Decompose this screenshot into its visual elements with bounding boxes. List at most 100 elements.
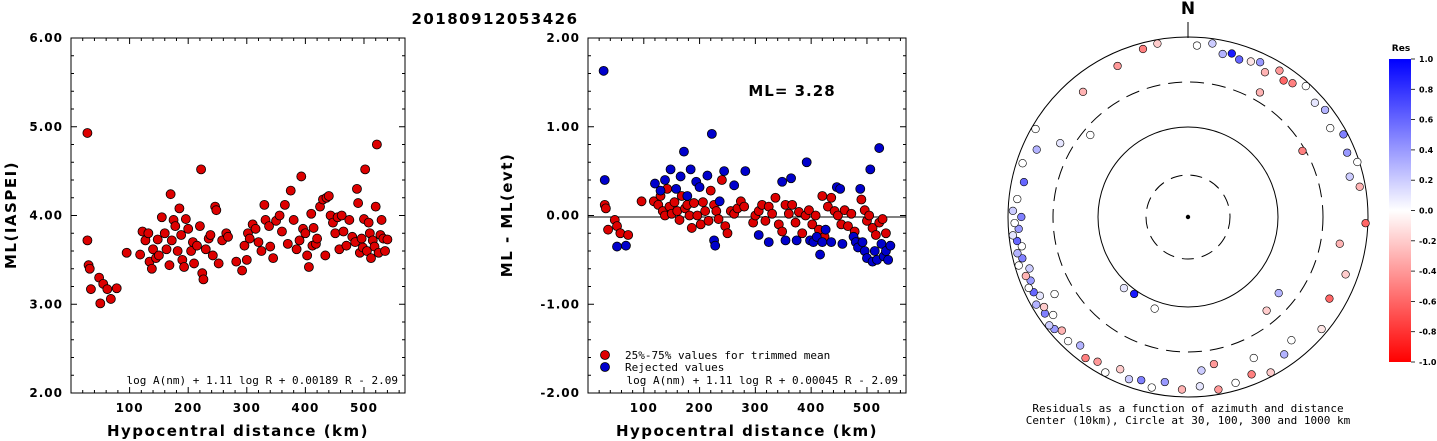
station-point (1160, 377, 1169, 387)
station-point (1279, 76, 1288, 85)
circle-100km (1097, 126, 1279, 308)
data-point (288, 215, 299, 225)
x-tick-label: 400 (291, 401, 319, 415)
station-point (1012, 236, 1022, 246)
station-point (1019, 178, 1029, 187)
data-point (817, 237, 828, 248)
ml-distance-y-label: ML(IASPEI) (2, 161, 20, 269)
residual-y-label: ML - ML(evt) (498, 153, 516, 277)
data-point (817, 191, 828, 201)
data-point (820, 224, 831, 235)
station-point (1280, 350, 1289, 359)
station-point (1310, 98, 1319, 107)
station-point (1255, 88, 1265, 97)
data-point (855, 183, 866, 194)
station-point (1147, 383, 1156, 392)
station-point (1301, 82, 1310, 91)
data-point (371, 139, 382, 150)
y-tick-label: 4.00 (29, 209, 63, 223)
station-point (1014, 261, 1023, 270)
data-point (833, 210, 843, 221)
data-point (713, 214, 724, 224)
ml-distance-panel: 2.00 3.00 4.00 5.00 6.00 100 200 300 400 500 ML(… (2, 31, 406, 440)
station-point (1050, 289, 1059, 299)
data-point (714, 196, 725, 207)
data-point (152, 234, 163, 245)
data-point (308, 223, 319, 233)
data-point (807, 219, 818, 230)
data-point (380, 246, 390, 256)
data-point (777, 176, 788, 187)
data-point (192, 240, 202, 251)
y-tick-label: -1.00 (540, 297, 580, 311)
data-point (165, 189, 176, 200)
data-point (174, 203, 185, 214)
station-point (1345, 172, 1354, 181)
x-tick-label: 300 (741, 401, 769, 415)
data-point (156, 212, 167, 223)
data-point (256, 246, 267, 256)
data-point (172, 246, 183, 256)
station-point (1119, 284, 1129, 293)
station-point (1262, 306, 1271, 315)
data-point (671, 183, 682, 194)
data-point (675, 171, 686, 182)
data-point (196, 164, 206, 175)
data-point (166, 235, 177, 246)
residual-points (598, 65, 896, 267)
station-point (1116, 365, 1125, 374)
legend-marker-rejected (600, 362, 610, 372)
residual-x-label: Hypocentral distance (km) (616, 422, 878, 440)
data-point (660, 175, 670, 185)
y-tick-label: 3.00 (29, 297, 63, 311)
epicenter-dot (1185, 214, 1191, 220)
station-point (1035, 291, 1045, 300)
station-point (1355, 182, 1364, 191)
data-point (783, 208, 794, 219)
station-point (1032, 145, 1041, 154)
data-point (205, 230, 216, 240)
data-point (797, 228, 808, 239)
figure-title: 20180912053426 (411, 10, 578, 28)
data-point (777, 226, 788, 237)
data-point (705, 185, 716, 196)
data-point (780, 235, 791, 246)
data-point (623, 230, 634, 240)
data-point (264, 221, 274, 232)
data-point (711, 206, 722, 216)
station-point (1339, 130, 1348, 139)
data-point (296, 171, 307, 182)
data-point (366, 253, 376, 264)
legend-marker-trimmed (600, 350, 610, 360)
data-point (885, 240, 896, 251)
data-point (370, 201, 381, 212)
x-tick-label: 400 (797, 401, 825, 415)
y-tick-label: 2.00 (29, 386, 63, 400)
station-point (1150, 304, 1159, 313)
station-point (1025, 264, 1034, 273)
station-point (1101, 368, 1110, 377)
station-point (1039, 302, 1049, 312)
colorbar-tick-label: -1.0 (1419, 358, 1437, 367)
data-point (669, 197, 680, 208)
station-point (1197, 366, 1206, 375)
station-point (1246, 57, 1255, 66)
station-point (1057, 326, 1066, 335)
data-point (674, 215, 685, 225)
data-point (881, 228, 891, 239)
data-point (291, 244, 302, 255)
data-point (363, 217, 374, 228)
y-tick-label: 0.00 (546, 209, 580, 223)
data-point (655, 185, 666, 196)
data-point (740, 166, 751, 177)
data-point (716, 175, 727, 185)
station-point (1218, 49, 1227, 59)
data-point (703, 215, 714, 226)
station-point (1227, 49, 1236, 58)
station-point (1325, 294, 1334, 303)
data-point (294, 235, 305, 246)
data-point (826, 237, 837, 248)
data-point (323, 191, 334, 201)
data-point (180, 214, 191, 224)
data-point (612, 241, 622, 252)
